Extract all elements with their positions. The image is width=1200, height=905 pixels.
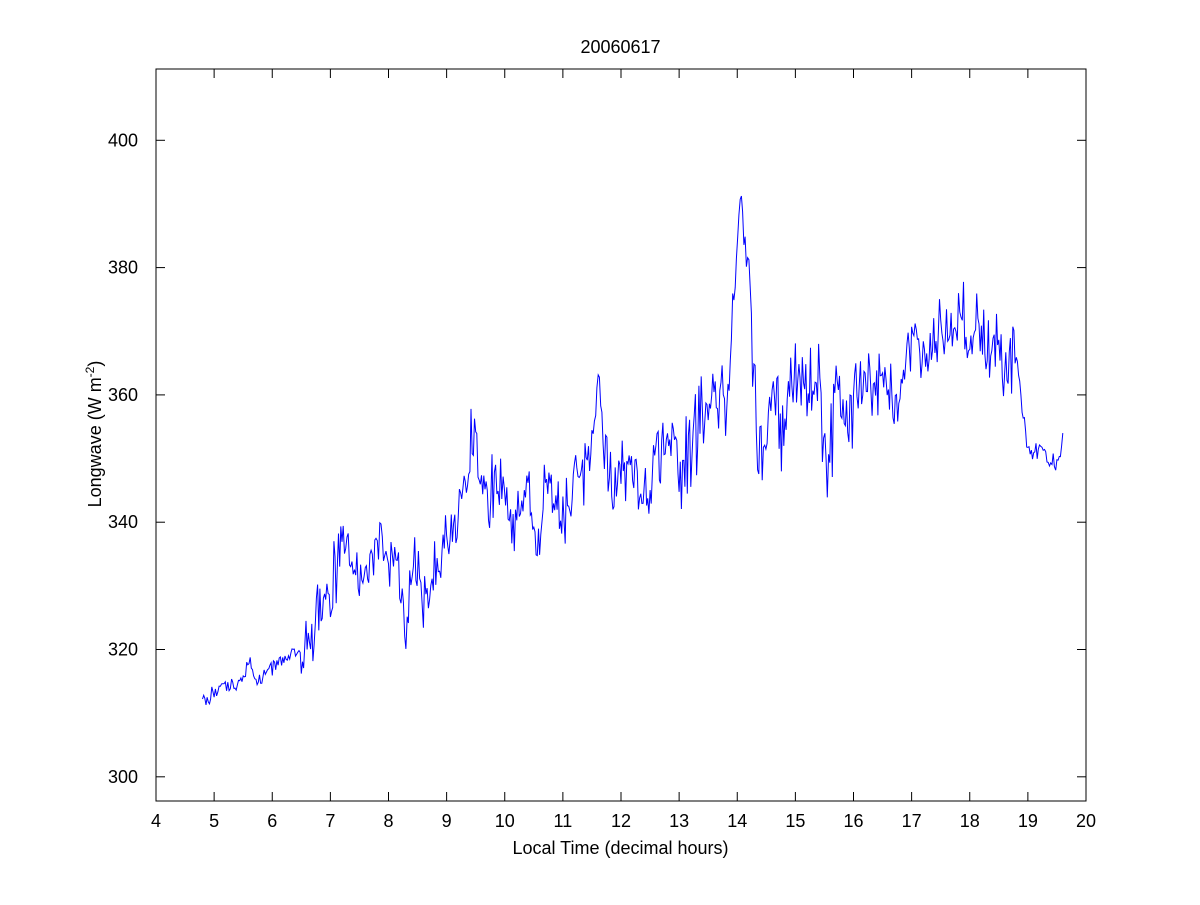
x-axis: 4 5 6 7 8 9 10 11 12 13 14 15 16 17 18 19 20 xyxy=(151,69,1096,831)
x-tick-label: 5 xyxy=(209,811,219,831)
x-tick-label: 9 xyxy=(442,811,452,831)
y-tick-label: 360 xyxy=(108,385,138,405)
x-tick-label: 12 xyxy=(611,811,631,831)
x-tick-label: 15 xyxy=(785,811,805,831)
x-tick-label: 17 xyxy=(902,811,922,831)
y-tick-label: 400 xyxy=(108,130,138,150)
x-tick-label: 6 xyxy=(267,811,277,831)
y-axis: 300 320 340 360 380 400 xyxy=(108,130,1086,787)
y-axis-label: Longwave (W m-2) xyxy=(83,361,105,508)
y-axis-label-suffix: ) xyxy=(85,361,105,367)
x-tick-label: 8 xyxy=(383,811,393,831)
x-tick-label: 19 xyxy=(1018,811,1038,831)
plot-area xyxy=(202,195,1064,706)
y-tick-label: 320 xyxy=(108,640,138,660)
x-tick-label: 13 xyxy=(669,811,689,831)
x-axis-label: Local Time (decimal hours) xyxy=(512,838,728,858)
x-tick-label: 11 xyxy=(554,811,573,831)
chart-title: 20060617 xyxy=(580,37,660,57)
y-tick-label: 340 xyxy=(108,512,138,532)
axes-frame xyxy=(155,68,1087,802)
x-tick-label: 10 xyxy=(495,811,515,831)
x-tick-label: 4 xyxy=(151,811,161,831)
y-tick-label: 380 xyxy=(108,258,138,278)
x-tick-label: 16 xyxy=(843,811,863,831)
x-tick-label: 7 xyxy=(325,811,335,831)
y-axis-label-superscript: -2 xyxy=(83,366,97,377)
x-tick-label: 18 xyxy=(960,811,980,831)
x-tick-label: 14 xyxy=(727,811,747,831)
y-tick-label: 300 xyxy=(108,767,138,787)
y-axis-label-main: Longwave (W m xyxy=(85,377,105,507)
x-tick-label: 20 xyxy=(1076,811,1096,831)
series-line xyxy=(202,195,1064,706)
